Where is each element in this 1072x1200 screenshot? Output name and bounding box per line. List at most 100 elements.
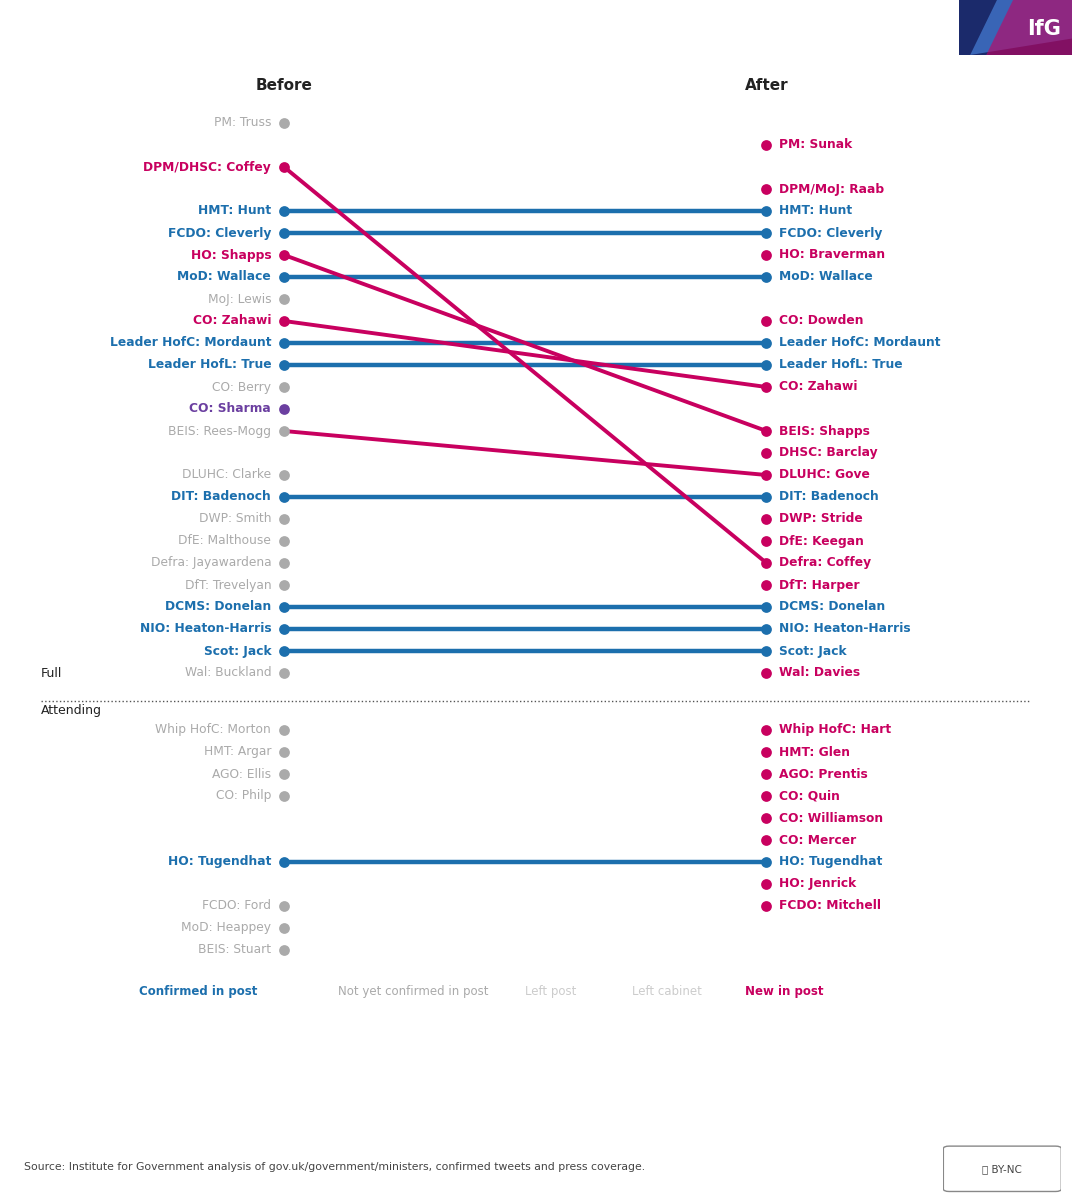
Point	[758, 223, 775, 242]
Point	[758, 641, 775, 660]
Point	[758, 355, 775, 374]
Text: HMT: Glen: HMT: Glen	[779, 745, 850, 758]
Point	[758, 664, 775, 683]
Text: CO: Berry: CO: Berry	[212, 380, 271, 394]
Point	[758, 720, 775, 739]
Point	[758, 334, 775, 353]
Text: HO: Shapps: HO: Shapps	[191, 248, 271, 262]
Text: CO: Sharma: CO: Sharma	[190, 402, 271, 415]
Point	[276, 852, 293, 871]
Point	[276, 598, 293, 617]
Point	[276, 223, 293, 242]
Text: BEIS: Shapps: BEIS: Shapps	[779, 425, 870, 438]
Text: HMT: Hunt: HMT: Hunt	[198, 204, 271, 217]
Text: New in post: New in post	[745, 985, 823, 998]
Text: BEIS: Stuart: BEIS: Stuart	[198, 943, 271, 956]
Point	[276, 113, 293, 132]
Point	[276, 289, 293, 308]
Text: Scot: Jack: Scot: Jack	[779, 644, 847, 658]
Text: DCMS: Donelan: DCMS: Donelan	[165, 600, 271, 613]
Text: IfG: IfG	[1027, 18, 1061, 38]
Text: MoD: Heappey: MoD: Heappey	[181, 922, 271, 935]
Text: DPM/MoJ: Raab: DPM/MoJ: Raab	[779, 182, 884, 196]
Point	[276, 896, 293, 916]
Text: Left post: Left post	[525, 985, 577, 998]
Point	[276, 641, 293, 660]
Point	[758, 509, 775, 528]
Text: CO: Dowden: CO: Dowden	[779, 314, 864, 328]
Text: CO: Zahawi: CO: Zahawi	[193, 314, 271, 328]
Text: Not yet confirmed in post: Not yet confirmed in post	[338, 985, 488, 998]
Text: Confirmed in post: Confirmed in post	[139, 985, 257, 998]
Point	[276, 720, 293, 739]
Text: FCDO: Mitchell: FCDO: Mitchell	[779, 900, 881, 912]
Point	[758, 268, 775, 287]
Point	[276, 157, 293, 176]
Text: NIO: Heaton-Harris: NIO: Heaton-Harris	[139, 623, 271, 636]
Point	[758, 875, 775, 894]
Point	[276, 575, 293, 594]
Text: DLUHC: Gove: DLUHC: Gove	[779, 468, 870, 481]
Point	[276, 268, 293, 287]
Point	[276, 245, 293, 264]
Text: DWP: Stride: DWP: Stride	[779, 512, 863, 526]
Point	[276, 334, 293, 353]
Text: DLUHC: Clarke: DLUHC: Clarke	[182, 468, 271, 481]
Text: Leader HofL: True: Leader HofL: True	[148, 359, 271, 372]
Text: HO: Tugendhat: HO: Tugendhat	[168, 856, 271, 869]
Text: Source: Institute for Government analysis of gov.uk/government/ministers, confir: Source: Institute for Government analysi…	[24, 1162, 644, 1172]
Text: DPM/DHSC: Coffey: DPM/DHSC: Coffey	[144, 161, 271, 174]
Point	[758, 743, 775, 762]
Text: AGO: Ellis: AGO: Ellis	[212, 768, 271, 780]
Point	[276, 311, 293, 330]
Text: DHSC: Barclay: DHSC: Barclay	[779, 446, 878, 460]
Text: Wal: Davies: Wal: Davies	[779, 666, 861, 679]
Point	[758, 809, 775, 828]
Point	[276, 487, 293, 506]
Point	[276, 202, 293, 221]
FancyBboxPatch shape	[943, 1146, 1061, 1192]
Text: PM: Sunak: PM: Sunak	[779, 138, 852, 151]
Point	[276, 355, 293, 374]
Text: MoD: Wallace: MoD: Wallace	[779, 270, 873, 283]
Text: Cabinet moves, 9:45, 26 October 2022: Cabinet moves, 9:45, 26 October 2022	[24, 19, 429, 38]
Point	[758, 575, 775, 594]
Text: FCDO: Cleverly: FCDO: Cleverly	[168, 227, 271, 240]
Point	[758, 598, 775, 617]
Point	[758, 202, 775, 221]
Text: PM: Truss: PM: Truss	[213, 116, 271, 130]
Point	[276, 918, 293, 937]
Text: Leader HofC: Mordaunt: Leader HofC: Mordaunt	[109, 336, 271, 349]
Text: Full: Full	[41, 667, 62, 680]
Polygon shape	[986, 0, 1072, 55]
Point	[276, 400, 293, 419]
Point	[276, 532, 293, 551]
Point	[758, 179, 775, 198]
Text: HO: Tugendhat: HO: Tugendhat	[779, 856, 882, 869]
Point	[276, 619, 293, 638]
Point	[276, 664, 293, 683]
Text: Attending: Attending	[41, 704, 102, 718]
Text: Whip HofC: Hart: Whip HofC: Hart	[779, 724, 892, 737]
Text: HO: Braverman: HO: Braverman	[779, 248, 885, 262]
Text: CO: Quin: CO: Quin	[779, 790, 840, 803]
Point	[758, 443, 775, 462]
Text: After: After	[745, 78, 788, 92]
Text: MoJ: Lewis: MoJ: Lewis	[208, 293, 271, 306]
Point	[276, 466, 293, 485]
Text: DCMS: Donelan: DCMS: Donelan	[779, 600, 885, 613]
Text: DWP: Smith: DWP: Smith	[198, 512, 271, 526]
Point	[276, 377, 293, 396]
Text: Wal: Buckland: Wal: Buckland	[184, 666, 271, 679]
Text: Before: Before	[255, 78, 313, 92]
Point	[276, 786, 293, 805]
Point	[276, 941, 293, 960]
Point	[758, 421, 775, 440]
Point	[758, 619, 775, 638]
Text: Whip HofC: Morton: Whip HofC: Morton	[155, 724, 271, 737]
Text: CO: Philp: CO: Philp	[215, 790, 271, 803]
Text: HMT: Hunt: HMT: Hunt	[779, 204, 852, 217]
Text: Leader HofL: True: Leader HofL: True	[779, 359, 903, 372]
Text: CO: Mercer: CO: Mercer	[779, 834, 857, 846]
Point	[758, 377, 775, 396]
